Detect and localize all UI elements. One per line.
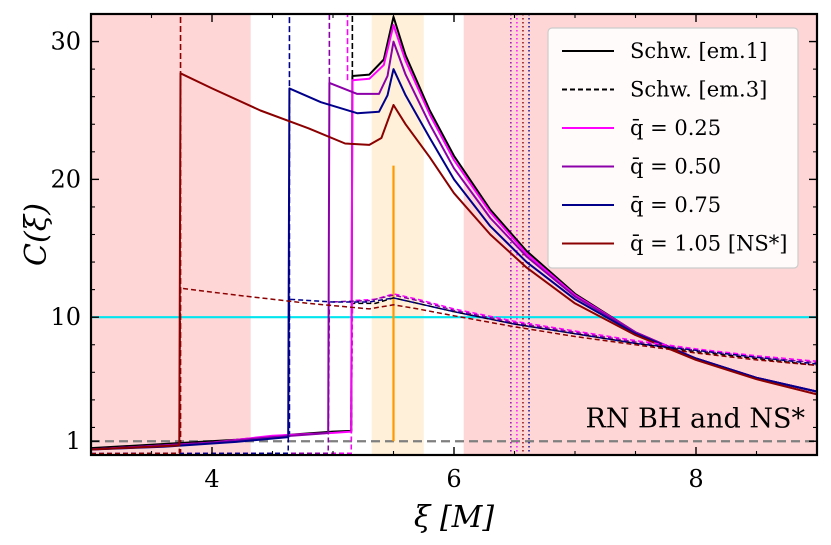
series-line (90, 297, 818, 455)
shaded-region (91, 14, 251, 455)
y-axis-label: C(ξ) (19, 203, 54, 266)
shaded-region (371, 14, 424, 455)
legend-label: Schw. [em.3] (630, 78, 767, 102)
series-line (90, 287, 818, 455)
legend-box (547, 27, 799, 269)
chart-annotation: RN BH and NS* (586, 403, 806, 434)
legend: Schw. [em.1] Schw. [em.3] q̄ = 0.25 q̄ = 0.… (547, 27, 799, 269)
series-line (90, 72, 818, 451)
x-tick-label: 4 (204, 465, 219, 493)
legend-label: q̄ = 0.50 (630, 155, 721, 179)
legend-label: q̄ = 0.25 (630, 116, 721, 140)
y-tick-label: 10 (50, 303, 81, 331)
legend-label: q̄ = 1.05 [NS*] (630, 232, 787, 256)
y-tick-label: 30 (50, 28, 81, 56)
legend-label: Schw. [em.1] (630, 39, 767, 63)
x-tick-label: 6 (446, 465, 461, 493)
series-line (90, 40, 818, 451)
y-tick-label: 20 (50, 165, 81, 193)
series-line (90, 68, 818, 451)
series-lines (90, 15, 818, 455)
x-axis-label: ξ [M] (414, 500, 494, 535)
y-tick-label: 1 (66, 427, 81, 455)
x-tick-label: 8 (688, 465, 703, 493)
legend-label: q̄ = 0.75 (630, 193, 721, 217)
axis-ticks: 4 6 8 1 10 20 30 (50, 13, 818, 493)
